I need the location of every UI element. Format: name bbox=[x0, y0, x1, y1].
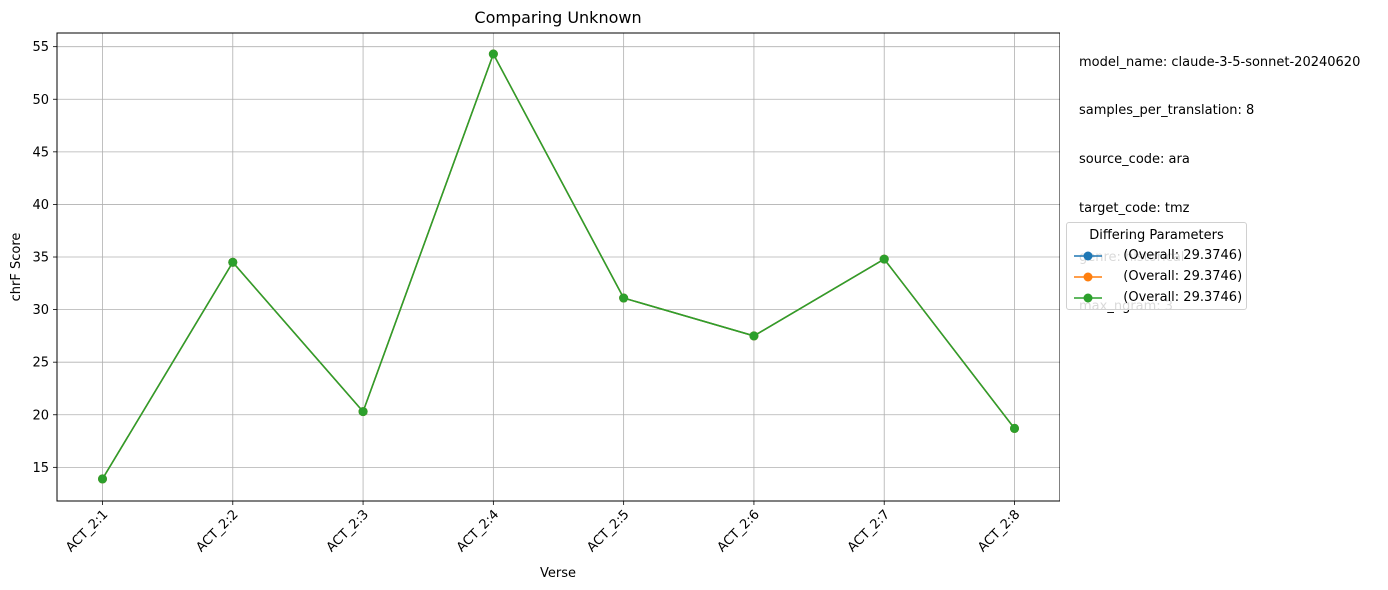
legend-entry: (Overall: 29.3746) bbox=[1067, 268, 1246, 286]
legend-entry: (Overall: 29.3746) bbox=[1067, 247, 1246, 265]
metadata-line: source_code: ara bbox=[1079, 152, 1190, 168]
x-tick-label: ACT_2:5 bbox=[584, 507, 632, 555]
legend-label: (Overall: 29.3746) bbox=[1115, 290, 1243, 305]
legend-title: Differing Parameters bbox=[1089, 228, 1224, 243]
y-tick-label: 30 bbox=[32, 303, 49, 318]
x-tick-label: ACT_2:1 bbox=[63, 507, 111, 555]
y-tick-label: 25 bbox=[32, 356, 49, 371]
y-tick-label: 50 bbox=[32, 93, 49, 108]
y-tick-label: 55 bbox=[32, 40, 49, 55]
y-axis-ticks: 15 20 25 30 35 40 45 50 55 bbox=[32, 40, 57, 476]
y-axis-label: chrF Score bbox=[9, 233, 24, 302]
x-axis-ticks: ACT_2:1 ACT_2:2 ACT_2:3 ACT_2:4 ACT_2:5 ACT_2… bbox=[63, 501, 1023, 555]
x-axis-label: Verse bbox=[540, 566, 576, 581]
y-tick-label: 40 bbox=[32, 198, 49, 213]
data-point bbox=[358, 407, 368, 417]
legend: Differing Parameters (Overall: 29.3746) … bbox=[1066, 222, 1247, 310]
plot-frame bbox=[56, 32, 1060, 502]
data-point bbox=[1010, 423, 1019, 433]
legend-swatch-icon bbox=[1074, 251, 1102, 261]
y-tick-label: 15 bbox=[32, 461, 49, 476]
data-point bbox=[619, 293, 629, 303]
series-layer bbox=[98, 49, 1019, 484]
x-tick-label: ACT_2:8 bbox=[975, 507, 1023, 555]
series-line bbox=[101, 52, 1016, 480]
series-3 bbox=[98, 49, 1019, 484]
legend-swatch-icon bbox=[1074, 272, 1102, 282]
series-line bbox=[101, 52, 1016, 480]
data-point bbox=[98, 474, 107, 484]
data-point bbox=[749, 331, 759, 341]
x-tick-label: ACT_2:2 bbox=[193, 507, 241, 555]
series-line bbox=[101, 52, 1016, 480]
x-tick-label: ACT_2:7 bbox=[845, 507, 893, 555]
data-point bbox=[488, 49, 498, 59]
y-tick-label: 35 bbox=[32, 251, 49, 266]
y-tick-label: 20 bbox=[32, 408, 49, 423]
x-tick-label: ACT_2:3 bbox=[324, 507, 372, 555]
x-tick-label: ACT_2:4 bbox=[454, 507, 502, 555]
metadata-line: model_name: claude-3-5-sonnet-20240620 bbox=[1079, 54, 1361, 70]
metadata-line: samples_per_translation: 8 bbox=[1079, 103, 1255, 119]
data-point bbox=[879, 254, 889, 264]
grid-lines bbox=[57, 33, 1060, 501]
legend-swatch-icon bbox=[1074, 293, 1102, 303]
line-chart: ACT_2:1 ACT_2:2 ACT_2:3 ACT_2:4 ACT_2:5 ACT_2… bbox=[9, 8, 1060, 581]
chart-title: Comparing Unknown bbox=[474, 8, 641, 27]
metadata-line: target_code: tmz bbox=[1079, 201, 1190, 217]
x-tick-label: ACT_2:6 bbox=[715, 507, 763, 555]
data-point bbox=[228, 257, 238, 267]
legend-entry: (Overall: 29.3746) bbox=[1067, 289, 1246, 307]
y-tick-label: 45 bbox=[32, 145, 49, 160]
legend-label: (Overall: 29.3746) bbox=[1115, 269, 1243, 284]
legend-label: (Overall: 29.3746) bbox=[1115, 248, 1243, 263]
